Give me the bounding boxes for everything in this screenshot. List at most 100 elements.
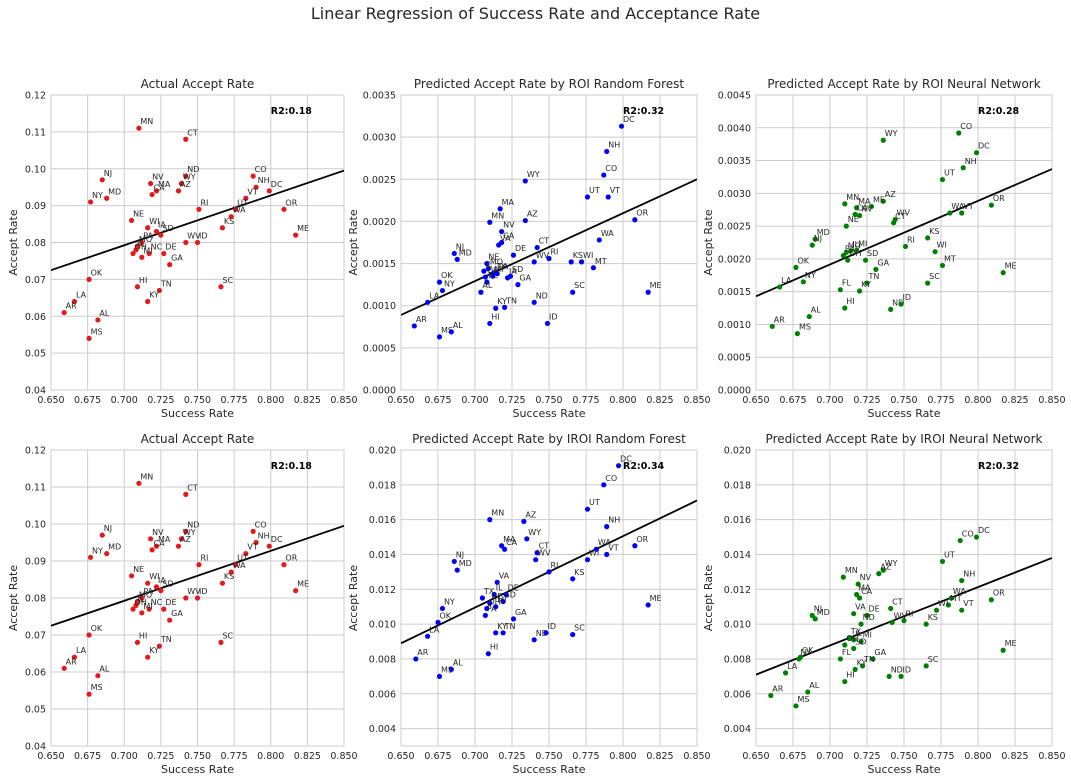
y-tick-label: 0.010	[369, 620, 396, 631]
regression-line	[756, 557, 1052, 676]
data-point	[490, 273, 496, 279]
data-point	[632, 217, 638, 223]
x-tick-label: 0.675	[424, 751, 451, 762]
point-label: KS	[573, 251, 583, 260]
data-point	[510, 252, 517, 258]
subplot-2: 0.650 0.675 0.700 0.725 0.750 0.775 0.800 0.825…	[347, 77, 711, 420]
data-point	[873, 266, 879, 272]
x-tick-label: 0.750	[184, 751, 211, 762]
point-label: WY	[527, 170, 540, 179]
x-tick-label: 0.775	[221, 395, 248, 406]
data-point	[845, 257, 851, 263]
point-label: OK	[802, 646, 814, 655]
y-tick-label: 0.0000	[718, 386, 751, 397]
data-point	[769, 323, 775, 330]
point-label: RI	[200, 198, 208, 207]
point-label: HI	[139, 631, 147, 640]
data-point	[281, 206, 287, 212]
point-label: FL	[842, 648, 852, 657]
data-point	[133, 602, 139, 609]
point-label: SD	[162, 224, 173, 233]
point-label: WV	[187, 232, 201, 241]
point-label: SC	[574, 281, 585, 290]
data-point	[939, 176, 946, 183]
point-label: AL	[99, 665, 109, 674]
y-tick-label: 0.0010	[718, 320, 751, 331]
point-label: MT	[944, 254, 956, 263]
data-point	[902, 243, 909, 250]
point-label: AZ	[880, 563, 891, 572]
data-point	[645, 289, 651, 295]
point-label: PA	[845, 245, 855, 254]
point-label: SC	[222, 276, 233, 285]
point-label: NV	[860, 573, 872, 582]
x-tick-label: 0.725	[853, 751, 880, 762]
point-label: NY	[92, 191, 103, 200]
data-point	[139, 610, 145, 616]
point-label: GA	[874, 648, 886, 657]
y-tick-label: 0.008	[724, 654, 751, 665]
data-point	[570, 631, 576, 638]
data-point	[959, 607, 965, 613]
x-tick-label: 0.825	[1001, 751, 1028, 762]
y-tick-label: 0.0005	[363, 343, 396, 354]
data-point	[494, 271, 500, 277]
data-point	[183, 528, 189, 535]
point-label: UT	[589, 498, 600, 507]
data-point	[988, 202, 994, 208]
data-point	[232, 206, 239, 212]
point-label: IL	[496, 584, 503, 593]
data-point	[837, 656, 843, 662]
y-tick-label: 0.0025	[718, 222, 751, 233]
point-label: WI	[938, 599, 948, 608]
data-point	[95, 673, 101, 679]
point-label: CA	[154, 184, 166, 193]
data-point	[86, 276, 92, 282]
data-point	[149, 191, 155, 198]
x-tick-label: 0.775	[221, 751, 248, 762]
point-label: NE	[488, 253, 499, 262]
data-point	[479, 595, 485, 601]
data-point	[482, 274, 488, 280]
data-point	[522, 217, 528, 224]
point-label: OR	[636, 535, 648, 544]
data-point	[128, 217, 135, 223]
point-label: MD	[817, 228, 830, 237]
x-tick-label: 0.825	[646, 751, 673, 762]
data-point	[167, 262, 173, 268]
point-label: NH	[258, 176, 270, 185]
y-tick-label: 0.06	[25, 668, 46, 679]
data-point	[487, 320, 493, 327]
point-label: WY	[183, 528, 196, 537]
data-point	[898, 673, 904, 679]
subplot-5: 0.650 0.675 0.700 0.725 0.750 0.775 0.800 0.825…	[347, 432, 711, 776]
point-label: AL	[482, 281, 492, 290]
data-point	[880, 567, 886, 573]
x-tick-label: 0.850	[683, 395, 710, 406]
point-label: NJ	[456, 242, 464, 251]
y-tick-label: 0.004	[369, 724, 396, 735]
x-tick-label: 0.800	[257, 751, 284, 762]
point-label: CT	[539, 237, 550, 246]
point-label: CO	[962, 530, 974, 539]
data-point	[153, 188, 160, 194]
data-point	[448, 329, 454, 335]
point-label: CA	[861, 587, 873, 596]
point-label: SD	[855, 637, 866, 646]
subplot-title: Predicted Accept Rate by ROI Neural Netw…	[767, 77, 1040, 91]
point-label: MO	[139, 235, 152, 244]
point-label: VT	[247, 543, 257, 552]
data-point	[1000, 270, 1006, 276]
data-point	[136, 480, 142, 486]
point-label: UT	[944, 169, 955, 178]
point-label: NJ	[814, 604, 822, 613]
data-point	[510, 616, 517, 622]
data-point	[99, 532, 105, 538]
point-label: MS	[91, 683, 103, 692]
data-point	[615, 463, 622, 469]
point-label: SC	[222, 631, 233, 640]
x-tick-label: 0.700	[111, 751, 138, 762]
point-label: HI	[491, 312, 499, 321]
data-point	[194, 595, 201, 601]
y-tick-label: 0.09	[25, 557, 46, 568]
